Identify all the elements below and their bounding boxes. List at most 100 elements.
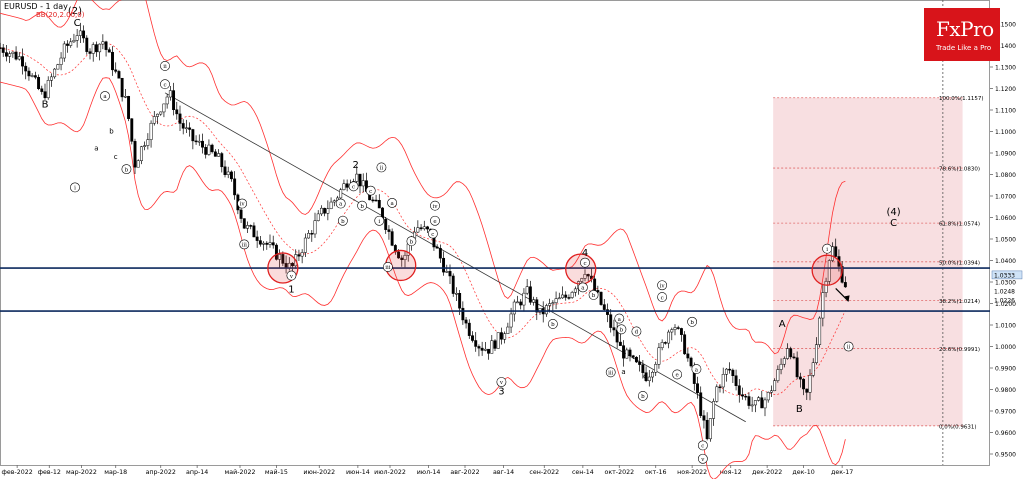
- candle-body: [834, 246, 838, 257]
- candle-body: [11, 51, 15, 54]
- candle-body: [303, 237, 307, 253]
- fib-label: 100.0%(1.1157): [939, 96, 984, 102]
- x-tick-label: ноя-2022: [677, 469, 707, 476]
- candle-body: [278, 254, 282, 260]
- fib-label: 23.6%(0.9991): [939, 347, 980, 353]
- candle-body: [824, 281, 828, 293]
- x-tick-label: фев-2022: [2, 469, 33, 476]
- candle-body: [49, 76, 53, 81]
- candle-body: [168, 90, 172, 98]
- candle-body: [773, 380, 777, 392]
- wave-label-circle: [631, 326, 642, 337]
- candle-body: [445, 271, 449, 273]
- candle-body: [519, 301, 523, 306]
- wave-label: (2): [68, 6, 82, 17]
- y-tick-label: 1.1100: [995, 108, 1016, 115]
- candle-body: [554, 298, 558, 303]
- wave-label: C: [890, 218, 897, 229]
- wave-label: B: [796, 404, 803, 415]
- wave-label: c: [163, 82, 166, 88]
- candle-body: [149, 122, 153, 140]
- candle-body: [705, 419, 709, 440]
- wave-label-circle: [121, 164, 132, 175]
- candle-body: [467, 322, 471, 336]
- candle-body: [307, 233, 311, 239]
- candle-body: [387, 229, 391, 232]
- candle-body: [734, 375, 738, 386]
- candle-body: [561, 294, 564, 299]
- candle-body: [618, 341, 622, 346]
- wave-label-circle: [430, 215, 440, 226]
- wave-label: iv: [660, 283, 666, 289]
- x-tick-label: июл-14: [417, 469, 441, 476]
- wave-label-circle: [337, 215, 348, 226]
- wave-label: v: [499, 380, 504, 386]
- wave-label: iv: [240, 202, 246, 208]
- candle-body: [802, 378, 806, 390]
- wave-label: d: [635, 330, 639, 336]
- candle-body: [78, 30, 82, 36]
- candle-body: [487, 348, 491, 354]
- x-tick-label: авг-14: [493, 469, 514, 476]
- x-tick-label: июн-2022: [303, 469, 335, 476]
- fxpro-logo: FxPro Trade Like a Pro: [924, 8, 1000, 61]
- candle-body: [683, 334, 687, 355]
- candle-body: [397, 251, 401, 259]
- candle-body: [750, 404, 754, 407]
- wave-label: 3: [498, 387, 504, 398]
- x-tick-label: июн-14: [346, 469, 370, 476]
- wave-label: e: [433, 219, 436, 225]
- candle-body: [458, 292, 462, 309]
- candle-body: [329, 201, 333, 209]
- candle-body: [686, 353, 690, 359]
- candle-body: [184, 127, 188, 130]
- chart-title: EURUSD - 1 day: [4, 2, 68, 11]
- candle-body: [229, 171, 233, 180]
- candle-body: [528, 286, 532, 303]
- candle-body: [53, 68, 57, 78]
- candle-body: [638, 361, 642, 365]
- candle-body: [345, 183, 349, 188]
- candle-body: [454, 292, 458, 295]
- wave-label-circle: [406, 236, 417, 247]
- candle-body: [361, 180, 365, 187]
- wave-label-circle: [697, 440, 708, 451]
- wave-label-circle: [237, 198, 248, 209]
- wave-label: 4: [582, 248, 588, 259]
- candle-body: [40, 88, 44, 92]
- candle-body: [194, 140, 198, 143]
- candle-body: [101, 41, 105, 45]
- y-tick-label: 1.1000: [995, 129, 1016, 136]
- candle-body: [127, 96, 131, 119]
- trendline: [164, 92, 746, 423]
- candle-body: [798, 376, 802, 380]
- candle-body: [358, 173, 362, 187]
- wave-label: v: [700, 457, 705, 463]
- wave-label: e: [676, 373, 679, 379]
- y-tick-label: 1.1500: [995, 22, 1016, 29]
- candle-body: [146, 139, 150, 146]
- x-tick-label: сен-2022: [529, 469, 559, 476]
- candle-body: [130, 118, 134, 142]
- candle-body: [271, 242, 275, 246]
- candle-body: [548, 303, 552, 306]
- candle-body: [451, 275, 455, 294]
- candle-body: [400, 257, 404, 260]
- candle-body: [731, 369, 735, 376]
- candle-body: [728, 368, 732, 371]
- candle-body: [737, 385, 741, 395]
- candle-body: [769, 390, 773, 393]
- candle-body: [480, 347, 484, 351]
- candle-body: [580, 278, 584, 282]
- candle-body: [265, 242, 269, 245]
- candle-body: [188, 127, 192, 130]
- candle-body: [56, 64, 60, 70]
- y-tick-label: 1.0800: [995, 172, 1016, 179]
- y-tick-label: 1.1400: [995, 43, 1016, 50]
- candle-body: [718, 386, 722, 389]
- candle-body: [310, 233, 314, 235]
- wave-label-circle: [160, 61, 170, 71]
- candle-body: [843, 282, 847, 288]
- candle-body: [246, 225, 249, 229]
